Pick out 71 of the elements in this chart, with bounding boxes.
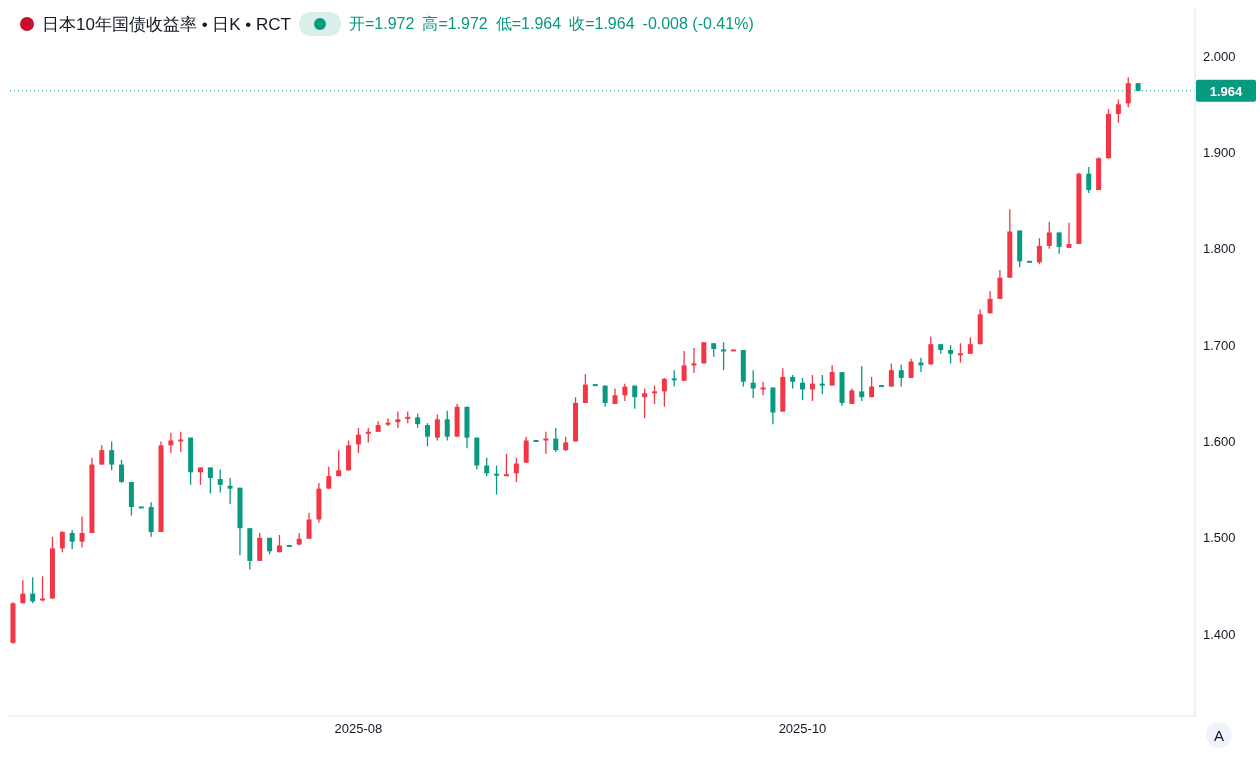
annotation: 收=1.964 (569, 13, 635, 34)
candlestick (543, 431, 549, 455)
y-tick-label: 1.600 (1203, 434, 1236, 450)
candlestick (898, 363, 904, 388)
candlestick (681, 350, 687, 382)
candlestick (494, 464, 500, 496)
candlestick (178, 431, 184, 453)
candlestick (1046, 221, 1052, 250)
candlestick (79, 515, 85, 549)
candlestick (721, 341, 727, 371)
candlestick (424, 422, 430, 447)
candlestick (1086, 166, 1092, 194)
y-tick-label: 1.400 (1203, 626, 1236, 642)
candlestick (69, 529, 75, 551)
candlestick (1115, 98, 1121, 124)
candlestick (651, 384, 657, 405)
candlestick (957, 342, 963, 364)
ref-line-label: 1.964 (1209, 83, 1244, 99)
candlestick (1125, 76, 1131, 108)
candlestick (326, 465, 332, 490)
candlestick (385, 417, 391, 427)
annotation: 开=1.972 (348, 13, 415, 34)
candlestick (484, 457, 490, 477)
candlestick (760, 381, 766, 396)
candlestick (395, 410, 401, 429)
candlestick (1066, 222, 1072, 249)
candlestick (257, 532, 263, 562)
candlestick (40, 575, 46, 603)
candlestick (207, 466, 213, 495)
candlestick (99, 444, 105, 466)
candlestick (553, 427, 559, 453)
candlestick (888, 362, 894, 388)
candlestick (119, 459, 125, 484)
candlestick (1056, 231, 1062, 255)
candlestick (859, 365, 865, 402)
text: A (1206, 722, 1232, 748)
candlestick (336, 449, 342, 477)
candlestick (948, 344, 954, 365)
x-tick-label: 2025-10 (778, 721, 827, 737)
candlestick (918, 357, 924, 373)
y-tick-label: 1.900 (1203, 145, 1236, 161)
y-tick-label: 1.800 (1203, 241, 1236, 257)
y-tick-label: 2.000 (1203, 48, 1236, 64)
candlestick (819, 374, 825, 395)
annotation: 低=1.964 (495, 13, 562, 34)
x-tick-label: 2025-08 (334, 721, 383, 737)
candlestick (227, 477, 233, 505)
candlestick (109, 440, 115, 472)
candlestick (928, 335, 934, 366)
candlestick (59, 530, 65, 553)
annotation: -0.008 (-0.41%) (642, 15, 754, 33)
candlestick (1036, 237, 1042, 265)
candlestick (306, 512, 312, 540)
candlestick (661, 377, 667, 408)
candlestick (997, 269, 1003, 300)
candlestick (513, 457, 519, 483)
candlestick (444, 409, 450, 442)
candlestick (523, 436, 529, 464)
candlestick (434, 413, 440, 442)
y-tick-label: 1.700 (1203, 337, 1236, 353)
chart-title: 日本10年国债收益率 • 日K • RCT (42, 13, 291, 36)
candlestick (355, 427, 361, 454)
candlestick (829, 364, 835, 387)
y-tick-label: 1.500 (1203, 530, 1236, 546)
annotation: 高=1.972 (422, 13, 488, 34)
candlestick (908, 357, 914, 379)
candlestick (217, 468, 223, 494)
candlestick (30, 576, 36, 604)
candlestick (691, 347, 697, 374)
candlestick (582, 373, 588, 404)
candlestick (642, 387, 648, 419)
